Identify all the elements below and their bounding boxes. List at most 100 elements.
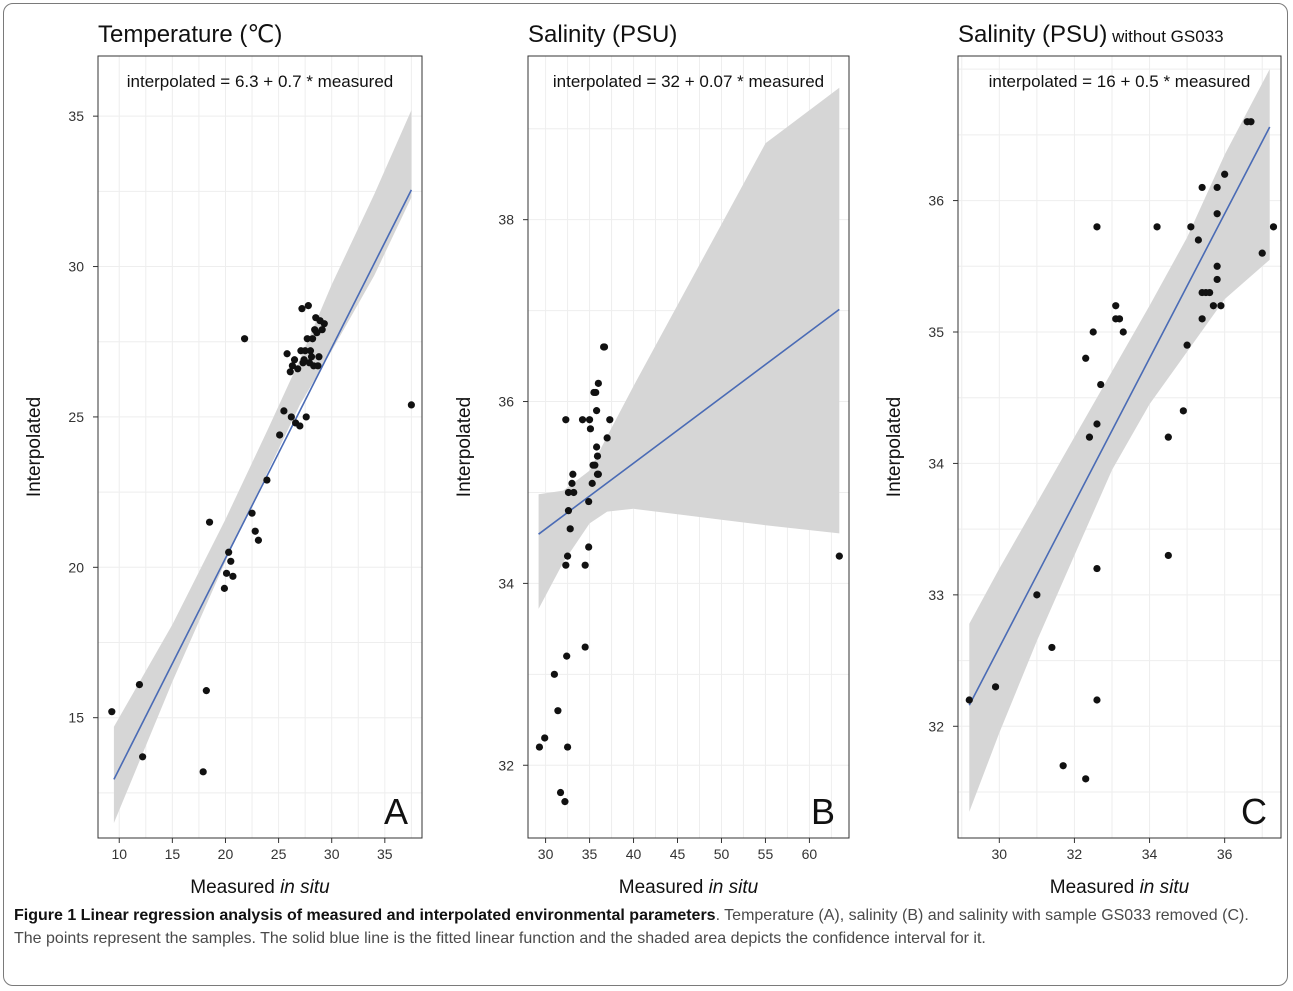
panel-b-x-tick-label: 55 (758, 846, 774, 862)
panel-b-data-point (578, 416, 587, 424)
panel-a-y-tick-label: 25 (68, 409, 84, 425)
panel-a-confidence-band (113, 110, 412, 824)
panel-c-data-point (1198, 315, 1206, 323)
panel-b-data-point (568, 479, 576, 487)
panel-a-title: Temperature (℃) (98, 21, 282, 48)
panel-c-y-tick-label: 34 (928, 455, 944, 471)
panel-c-data-point (1198, 183, 1206, 192)
panel-b-data-point (603, 434, 611, 442)
panel-c-data-point (1217, 302, 1225, 310)
panel-b-x-tick-label: 60 (802, 846, 818, 862)
panel-a-data-point (205, 518, 214, 526)
panel-c-fit-line (968, 126, 1271, 706)
panel-b-data-point (566, 525, 574, 533)
panel-a-data-point (288, 362, 296, 370)
panel-b-fit-line (538, 308, 840, 535)
panel-b-data-point (835, 552, 843, 560)
panel-a-y-axis-label: Interpolated (24, 397, 45, 497)
panel-c-data-point (1082, 775, 1090, 783)
panel-a-equation: interpolated = 6.3 + 0.7 * measured (127, 72, 394, 91)
panel-a-data-point (287, 413, 295, 421)
panel-a-data-point (315, 353, 323, 361)
panel-b-data-point (585, 543, 593, 551)
panel-b-data-point (594, 470, 602, 478)
panel-b-data-point (585, 497, 593, 506)
panel-c-data-point (1209, 302, 1217, 310)
panel-b-x-axis-label: Measured in situ (619, 877, 759, 898)
panel-c-data-point (1082, 354, 1090, 362)
panel-b-y-tick-label: 34 (498, 575, 514, 591)
panel-b-data-point (535, 743, 544, 751)
panel-b-title: Salinity (PSU) (528, 21, 677, 48)
panel-a-letter: A (384, 791, 408, 832)
panel-a-data-point (300, 356, 308, 364)
panel-b-x-tick-label: 30 (538, 846, 554, 862)
panel-b-data-point (569, 470, 577, 478)
panel-a-data-point (290, 356, 299, 364)
panel-b-data-point (591, 461, 599, 469)
panel-b-data-point (585, 416, 594, 424)
panel-a-y-tick-label: 30 (68, 259, 84, 275)
panel-b-y-tick-label: 32 (498, 757, 514, 773)
panel-c-data-point (1112, 302, 1120, 310)
panel-a-data-point (296, 422, 304, 430)
panel-b-data-point (581, 643, 589, 651)
panel-a-data-point (199, 768, 207, 776)
panel-a-data-point (229, 572, 237, 580)
panel-b-x-tick-label: 50 (714, 846, 730, 862)
panel-a-data-point (222, 569, 231, 577)
panel-b-x-axis-label-italic: in situ (709, 877, 759, 898)
panel-a-data-point (240, 335, 249, 343)
panel-b-data-point (570, 488, 578, 497)
panel-a-data-point (251, 527, 259, 535)
panel-b-x-tick-label: 35 (582, 846, 598, 862)
panel-a-x-tick-label: 35 (377, 846, 393, 862)
panel-a-x-tick-label: 25 (271, 846, 287, 862)
panel-c-data-point (1213, 275, 1221, 284)
panel-a-fit-line (113, 189, 413, 780)
panel-a-data-point (314, 362, 322, 370)
panel-c-data-point (1093, 696, 1101, 704)
panel-c: 30 32 34 36 32 33 34 35 36 Salinity (PSU) without… (884, 21, 1282, 898)
figure-caption: Figure 1 Linear regression analysis of m… (14, 904, 1280, 950)
panel-c-y-tick-label: 32 (928, 718, 944, 734)
panel-b-data-point (563, 652, 571, 660)
panel-a-data-point (286, 368, 294, 376)
panel-c-title-suffix: without GS033 (1107, 27, 1223, 46)
panel-b-data-point (562, 561, 570, 569)
panel-b-data-point (588, 479, 596, 487)
panel-c-data-point (1269, 223, 1278, 231)
panel-c-data-point (1115, 315, 1124, 323)
panel-a-data-point (227, 557, 235, 565)
panel-a-y-tick-label: 20 (68, 559, 84, 575)
panel-b-y-tick-label: 38 (498, 212, 514, 228)
panel-b-data-point (562, 416, 570, 424)
panel-c-y-axis-label: Interpolated (884, 397, 905, 497)
panel-c-data-point (1033, 591, 1041, 599)
panel-b-data-point (563, 743, 572, 751)
panel-a-data-point (220, 584, 229, 592)
panel-c-data-point (1179, 407, 1187, 415)
panel-c-x-tick-label: 34 (1142, 846, 1158, 862)
panel-a-x-axis-label: Measured in situ (190, 877, 330, 898)
panel-b-data-point (556, 788, 565, 797)
panel-a-x-axis-label-italic: in situ (280, 877, 330, 898)
panel-b-x-tick-label: 45 (670, 846, 686, 862)
panel-c-data-point (1258, 249, 1266, 257)
panel-c-data-point (1213, 210, 1221, 218)
panel-b-letter: B (811, 791, 835, 832)
panel-a-data-point (304, 302, 312, 310)
panel-b-data-point (592, 407, 601, 415)
panel-a-data-point (280, 407, 288, 415)
panel-b-data-point (581, 561, 589, 569)
panel-c-data-point (1093, 564, 1101, 573)
panel-a-data-point (318, 326, 326, 334)
panel-c-data-point (1089, 328, 1097, 336)
panel-c-axis-frame (957, 55, 1282, 839)
panel-c-data-point (1164, 551, 1172, 560)
panel-a-data-point (248, 509, 256, 517)
panel-a-data-point (301, 347, 309, 355)
panel-a-x-tick-label: 20 (218, 846, 234, 862)
panel-b-data-point (606, 416, 614, 424)
panel-a-data-point (139, 753, 147, 761)
